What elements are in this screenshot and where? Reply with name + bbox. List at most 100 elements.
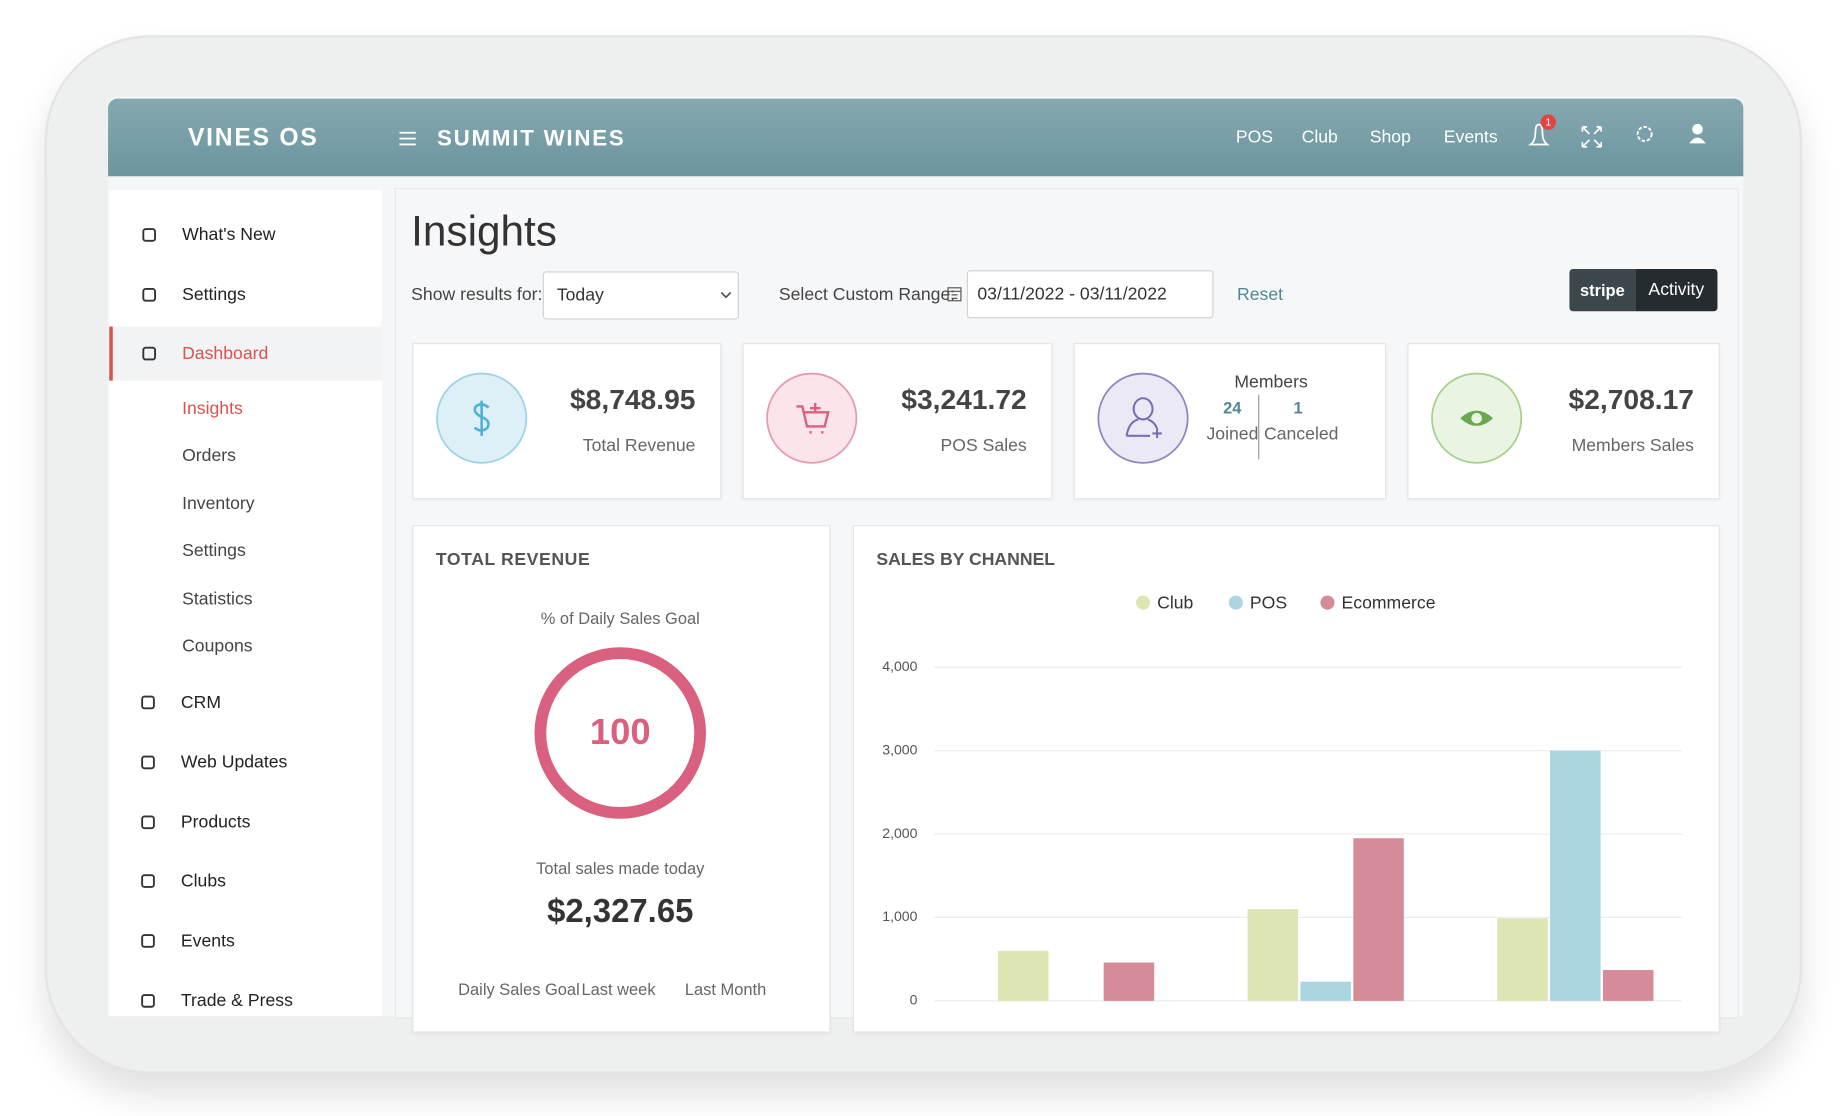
- y-tick-label: 1,000: [882, 908, 917, 924]
- menu-icon: [142, 288, 157, 302]
- joined-count: 24: [1223, 398, 1242, 418]
- menu-item[interactable]: Events: [180, 930, 235, 951]
- bar: [1497, 918, 1548, 1001]
- card-icon: [766, 372, 858, 464]
- menu-item[interactable]: Products: [180, 812, 251, 833]
- bar: [1300, 981, 1351, 1001]
- period-select[interactable]: Today: [542, 271, 739, 320]
- menu-item[interactable]: CRM: [180, 692, 222, 713]
- bar: [997, 950, 1049, 1001]
- goal-column: Daily Sales Goal: [458, 979, 580, 999]
- fullscreen-icon[interactable]: [1581, 126, 1602, 148]
- bar: [1103, 962, 1155, 1001]
- bar: [1247, 909, 1299, 1001]
- canceled-count: 1: [1293, 398, 1303, 418]
- icon-shape: [142, 228, 157, 242]
- y-tick-label: 0: [910, 992, 918, 1008]
- menu-item[interactable]: What's New: [182, 224, 276, 245]
- nav-link[interactable]: Club: [1301, 127, 1338, 148]
- menu-icon: [142, 228, 157, 242]
- y-tick-label: 2,000: [882, 825, 917, 841]
- revenue-panel: [412, 525, 831, 1033]
- nav-link[interactable]: POS: [1235, 127, 1274, 148]
- range-label: Select Custom Range:: [778, 284, 956, 305]
- submenu-item[interactable]: Statistics: [182, 589, 253, 610]
- page-title: Insights: [411, 206, 557, 255]
- nav-link[interactable]: Events: [1443, 127, 1498, 148]
- menu-item[interactable]: Trade & Press: [180, 990, 293, 1011]
- menu-icon: [141, 755, 155, 770]
- legend-label: Ecommerce: [1342, 592, 1436, 612]
- y-tick-label: 4,000: [882, 658, 917, 674]
- menu-icon: [142, 346, 157, 361]
- card-label: POS Sales: [940, 435, 1027, 456]
- menu-icon: [141, 994, 155, 1008]
- legend-swatch: [1135, 595, 1151, 610]
- y-tick-label: 3,000: [882, 741, 917, 757]
- reset-link[interactable]: Reset: [1237, 284, 1284, 305]
- brand[interactable]: VINES OS: [187, 124, 319, 152]
- member-icon: [1125, 397, 1162, 439]
- bell-icon[interactable]: [1528, 123, 1550, 146]
- store-name[interactable]: SUMMIT WINES: [437, 126, 626, 152]
- icon-shape: [141, 695, 155, 710]
- sales-chart: SALES BY CHANNEL 0 1,000 2,000 3,000 4,000 Cl…: [876, 549, 1683, 1008]
- icon-shape: [141, 934, 155, 948]
- card-value: $8,748.95: [570, 384, 696, 416]
- header-icons: 1: [1528, 114, 1706, 148]
- icon-shape: [141, 815, 155, 830]
- card-icon: [1431, 372, 1523, 464]
- menu-item[interactable]: Settings: [182, 284, 246, 305]
- cart-icon: [796, 402, 830, 434]
- goal-column: Last week: [581, 979, 656, 999]
- joined-label: Joined: [1206, 424, 1259, 445]
- icon-circle: [766, 372, 858, 464]
- legend-swatch: [1320, 595, 1335, 610]
- bar: [1353, 838, 1404, 1001]
- chart-title: SALES BY CHANNEL: [876, 549, 1055, 569]
- divider: [1258, 394, 1260, 460]
- card-value: $3,241.72: [901, 384, 1027, 416]
- eye-pupil: [1471, 412, 1482, 424]
- submenu-item[interactable]: Coupons: [182, 636, 253, 657]
- menu-item[interactable]: Web Updates: [180, 752, 288, 773]
- icon-circle: [1097, 372, 1189, 464]
- stripe-button[interactable]: stripe: [1569, 269, 1636, 312]
- stat-card: [412, 343, 722, 500]
- dollar-icon: [473, 400, 490, 436]
- user-icon[interactable]: [1689, 123, 1706, 144]
- goal-column: Last Month: [684, 979, 767, 999]
- icon-shape: [141, 755, 155, 770]
- canceled-label: Canceled: [1264, 424, 1339, 445]
- legend-label: Club: [1157, 592, 1193, 612]
- goal-percent: 100: [590, 711, 651, 752]
- submenu-item[interactable]: Insights: [182, 398, 243, 419]
- activity-button[interactable]: Activity: [1635, 269, 1718, 312]
- goal-ring: 100: [534, 647, 707, 819]
- submenu-item[interactable]: Settings: [182, 540, 246, 561]
- range-input[interactable]: 03/11/2022 - 03/11/2022: [966, 270, 1214, 319]
- card-value: $2,708.17: [1568, 384, 1694, 416]
- menu-icon[interactable]: [399, 131, 416, 146]
- nav-link[interactable]: Shop: [1369, 127, 1411, 148]
- submenu-item[interactable]: Orders: [182, 445, 236, 466]
- icon-shape: [141, 994, 155, 1008]
- menu-icon: [141, 695, 155, 710]
- menu-item[interactable]: Dashboard: [182, 343, 269, 364]
- goal-label: % of Daily Sales Goal: [540, 608, 700, 628]
- legend-label: POS: [1250, 592, 1287, 612]
- ring: [534, 647, 707, 819]
- gear-icon[interactable]: [1636, 125, 1653, 142]
- menu-icon: [141, 815, 155, 830]
- top-bar: [108, 98, 1744, 177]
- submenu-item[interactable]: Inventory: [182, 493, 255, 514]
- badge-count: 1: [1545, 117, 1551, 129]
- card-label: Total Revenue: [582, 435, 696, 456]
- menu-item[interactable]: Clubs: [180, 871, 226, 892]
- card-label: Members Sales: [1571, 435, 1694, 456]
- card-icon: [1097, 372, 1189, 464]
- icon-shape: [141, 874, 155, 888]
